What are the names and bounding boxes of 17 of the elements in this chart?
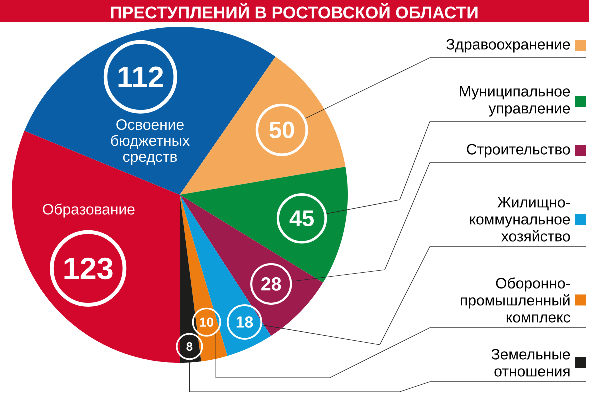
data-label: 112 — [118, 66, 164, 88]
slice-label: Образование — [43, 204, 135, 218]
legend-label: Здравоохранение — [446, 39, 570, 53]
legend-label: Земельные отношения — [492, 349, 570, 377]
data-label: 28 — [262, 278, 282, 291]
legend-label: Жилищно-коммунальное хозяйство — [470, 197, 570, 242]
data-label: 45 — [290, 210, 314, 227]
data-label: 50 — [270, 122, 294, 138]
data-label: 123 — [64, 258, 113, 280]
data-label: 8 — [186, 342, 193, 352]
data-label: 18 — [236, 316, 254, 328]
legend-label: Муниципальное управление — [460, 86, 570, 117]
slice-label: Освоение бюджетных средств — [111, 120, 190, 166]
legend-label: Строительство — [467, 144, 570, 158]
data-label: 10 — [200, 318, 214, 328]
chart-title: ПРЕСТУПЛЕНИЙ В РОСТОВСКОЙ ОБЛАСТИ — [111, 3, 478, 19]
legend-label: Оборонно-промышленный комплекс — [461, 278, 570, 323]
